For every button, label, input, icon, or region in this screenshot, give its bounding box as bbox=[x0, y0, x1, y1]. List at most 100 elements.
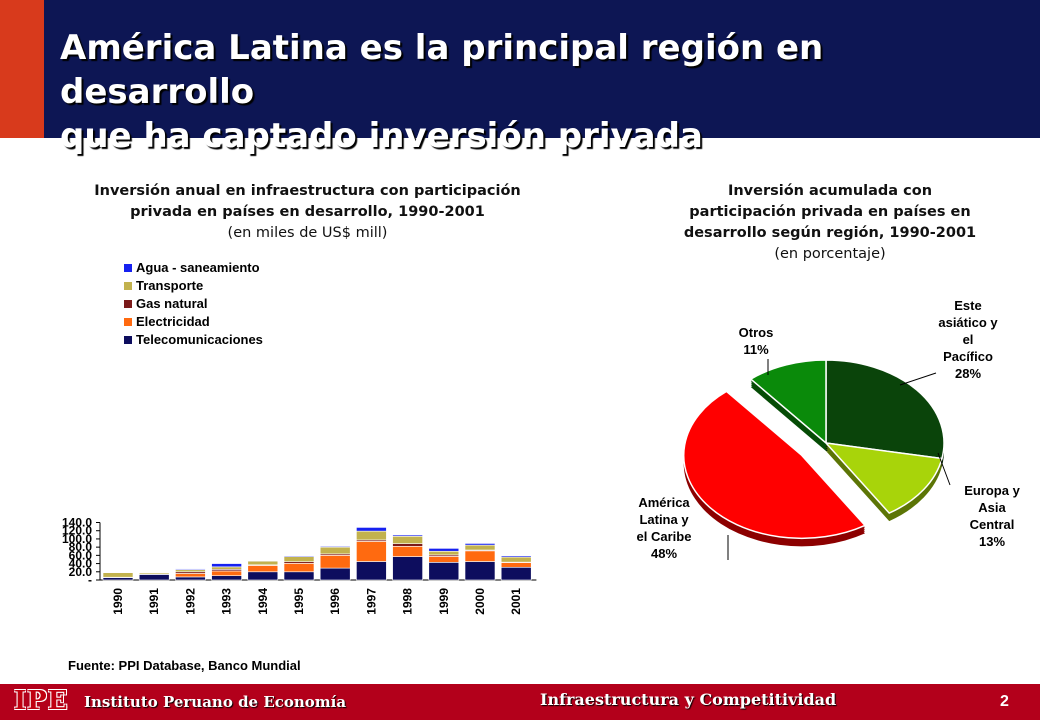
pie-slice-este bbox=[825, 359, 945, 460]
y-tick-label: 80.0 bbox=[69, 540, 93, 554]
bar-electricidad-1996 bbox=[319, 555, 351, 569]
bar-agua-saneamiento-2000 bbox=[464, 543, 496, 546]
bar-telecomunicaciones-2000 bbox=[464, 561, 496, 581]
source-note: Fuente: PPI Database, Banco Mundial bbox=[68, 658, 301, 673]
bar-electricidad-1993 bbox=[211, 570, 242, 576]
legend-label: Agua - saneamiento bbox=[136, 260, 260, 275]
pie-label: América Latina y el Caribe 48% bbox=[637, 495, 692, 561]
y-tick-label: 120.0 bbox=[62, 524, 92, 538]
x-tick-label: 1992 bbox=[183, 588, 197, 615]
bar-electricidad-1999 bbox=[428, 556, 460, 563]
pie-label-line: Pacífico bbox=[943, 349, 993, 364]
pie-chart-caption: Inversión acumulada con participación pr… bbox=[630, 181, 1030, 265]
bar-electricidad-1997 bbox=[356, 541, 387, 562]
bar-transporte-1991 bbox=[138, 572, 170, 575]
bar-transporte-1998 bbox=[392, 535, 423, 544]
y-tick-label: 100.0 bbox=[62, 532, 92, 546]
bar-telecomunicaciones-1999 bbox=[428, 562, 460, 581]
leader-line bbox=[937, 452, 951, 486]
legend-label: Electricidad bbox=[136, 314, 210, 329]
pie-label-line: América bbox=[638, 495, 690, 510]
bar-electricidad-2001 bbox=[500, 562, 532, 568]
pie-label-line: 11% bbox=[743, 342, 769, 357]
bar-chart-caption: Inversión anual en infraestructura con p… bbox=[40, 181, 575, 244]
bar-telecomunicaciones-1996 bbox=[319, 567, 351, 581]
header-banner: América Latina es la principal región en… bbox=[0, 0, 1040, 156]
x-tick-label: 1996 bbox=[328, 588, 342, 615]
bar-telecomunicaciones-2001 bbox=[500, 566, 532, 581]
legend-swatch bbox=[124, 282, 132, 290]
bar-telecomunicaciones-1990 bbox=[102, 577, 134, 581]
bar-gas-natural-1998 bbox=[392, 543, 423, 547]
ipe-logo: IPE bbox=[14, 686, 69, 716]
pie-caption-units: (en porcentaje) bbox=[774, 246, 886, 262]
legend-swatch bbox=[124, 300, 132, 308]
legend-label: Telecomunicaciones bbox=[136, 332, 263, 347]
pie-label-line: el bbox=[963, 332, 974, 347]
x-tick-label: 1994 bbox=[256, 588, 270, 615]
pie-chart: Este asiático y el Pacífico 28% Europa y Asia C… bbox=[637, 298, 1021, 561]
bar-telecomunicaciones-1991 bbox=[138, 574, 170, 581]
bar-agua-saneamiento-1999 bbox=[428, 548, 460, 552]
pie-caption-line1: Inversión acumulada con bbox=[727, 183, 933, 199]
bar-telecomunicaciones-1997 bbox=[356, 561, 387, 581]
pie-label-line: Este bbox=[954, 298, 981, 313]
bar-transporte-2000 bbox=[464, 544, 496, 551]
bar-transporte-1996 bbox=[319, 546, 351, 555]
y-tick-label: 20.0 bbox=[69, 565, 93, 579]
bar-electricidad-2000 bbox=[464, 550, 496, 562]
bar-transporte-1992 bbox=[175, 569, 206, 573]
x-tick-label: 1991 bbox=[147, 588, 161, 615]
page-title-line2: que ha captado inversión privada bbox=[60, 116, 703, 156]
legend-label: Gas natural bbox=[136, 296, 208, 311]
y-tick-label: - bbox=[88, 573, 92, 587]
pie-label-line: 28% bbox=[955, 366, 981, 381]
x-tick-label: 1990 bbox=[111, 588, 125, 615]
pie-slice-otros bbox=[749, 359, 827, 445]
page-title-line1: América Latina es la principal región en… bbox=[60, 28, 824, 112]
page-title: América Latina es la principal región en… bbox=[60, 26, 1020, 158]
bar-telecomunicaciones-1992 bbox=[175, 576, 206, 581]
bar-transporte-1993 bbox=[211, 566, 242, 570]
bar-electricidad-1995 bbox=[283, 563, 315, 573]
y-tick-label: 140.0 bbox=[62, 516, 92, 530]
bar-transporte-1997 bbox=[356, 530, 387, 541]
legend-swatch bbox=[124, 318, 132, 326]
bar-caption-line2: privada en países en desarrollo, 1990-20… bbox=[130, 204, 485, 220]
x-tick-label: 2000 bbox=[473, 588, 487, 615]
organization-name: Instituto Peruano de Economía bbox=[84, 693, 347, 711]
pie-label: Otros 11% bbox=[739, 325, 774, 357]
pie-label: Europa y Asia Central 13% bbox=[964, 483, 1020, 549]
pie-label-line: asiático y bbox=[938, 315, 998, 330]
legend-swatch bbox=[124, 336, 132, 344]
bar-electricidad-1992 bbox=[175, 573, 206, 578]
pie-label-line: Latina y bbox=[639, 512, 689, 527]
bar-electricidad-1998 bbox=[392, 546, 423, 557]
y-tick-label: 40.0 bbox=[69, 557, 93, 571]
pie-label-line: Asia bbox=[978, 500, 1006, 515]
pie-label: Este asiático y el Pacífico 28% bbox=[938, 298, 998, 381]
section-name: Infraestructura y Competitividad bbox=[540, 690, 837, 709]
bar-telecomunicaciones-1994 bbox=[247, 571, 279, 581]
pie-caption-line2: participación privada en países en bbox=[689, 204, 971, 220]
bar-agua-saneamiento-1996 bbox=[319, 546, 351, 548]
bar-transporte-1990 bbox=[102, 572, 134, 578]
bar-caption-units: (en miles de US$ mill) bbox=[227, 225, 388, 241]
bar-agua-saneamiento-1993 bbox=[211, 563, 242, 568]
pie-label-line: 48% bbox=[651, 546, 677, 561]
page-number: 2 bbox=[1000, 693, 1009, 710]
bar-agua-saneamiento-2001 bbox=[500, 555, 532, 558]
bar-telecomunicaciones-1995 bbox=[283, 571, 315, 581]
x-tick-label: 1999 bbox=[437, 588, 451, 615]
x-tick-label: 1995 bbox=[292, 588, 306, 615]
x-tick-label: 1998 bbox=[401, 588, 415, 615]
pie-label-line: 13% bbox=[979, 534, 1005, 549]
pie-label-line: el Caribe bbox=[637, 529, 692, 544]
pie-label-line: Otros bbox=[739, 325, 774, 340]
x-tick-label: 1993 bbox=[220, 588, 234, 615]
bar-caption-line1: Inversión anual en infraestructura con p… bbox=[94, 183, 521, 199]
bar-transporte-1994 bbox=[247, 560, 279, 566]
legend-swatch bbox=[124, 264, 132, 272]
x-tick-label: 1997 bbox=[364, 588, 378, 615]
